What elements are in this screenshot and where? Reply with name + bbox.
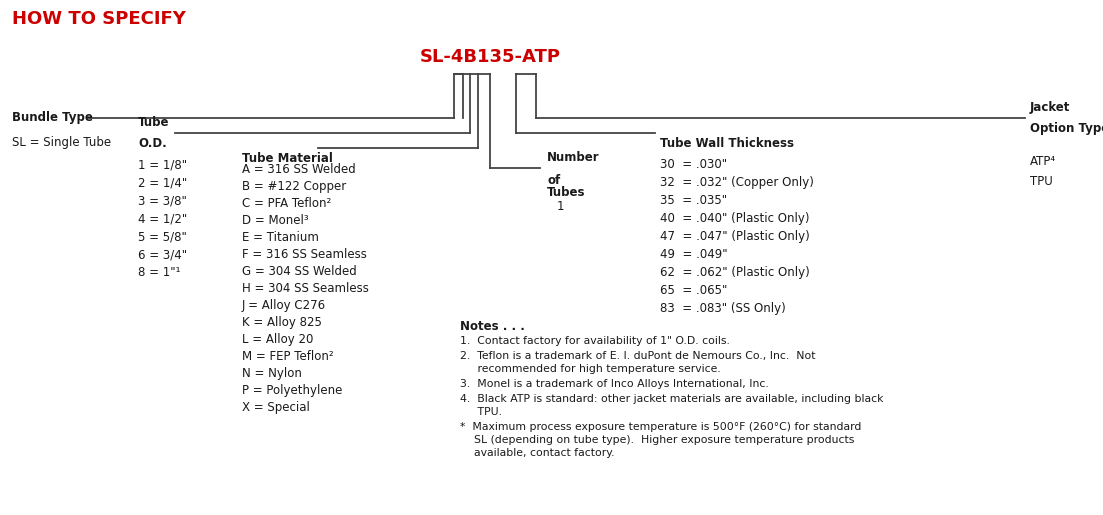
Text: recommended for high temperature service.: recommended for high temperature service… xyxy=(460,364,720,374)
Text: *  Maximum process exposure temperature is 500°F (260°C) for standard: * Maximum process exposure temperature i… xyxy=(460,422,861,432)
Text: HOW TO SPECIFY: HOW TO SPECIFY xyxy=(12,10,186,28)
Text: D = Monel³: D = Monel³ xyxy=(242,214,309,227)
Text: 30  = .030": 30 = .030" xyxy=(660,158,727,171)
Text: C = PFA Teflon²: C = PFA Teflon² xyxy=(242,197,331,210)
Text: SL = Single Tube: SL = Single Tube xyxy=(12,136,111,149)
Text: 3.  Monel is a trademark of Inco Alloys International, Inc.: 3. Monel is a trademark of Inco Alloys I… xyxy=(460,379,769,389)
Text: P = Polyethylene: P = Polyethylene xyxy=(242,384,342,397)
Text: TPU: TPU xyxy=(1030,175,1052,188)
Text: 5 = 5/8": 5 = 5/8" xyxy=(138,230,186,243)
Text: TPU.: TPU. xyxy=(460,407,502,417)
Text: 32  = .032" (Copper Only): 32 = .032" (Copper Only) xyxy=(660,176,814,189)
Text: 65  = .065": 65 = .065" xyxy=(660,284,727,297)
Text: 2.  Teflon is a trademark of E. I. duPont de Nemours Co., Inc.  Not: 2. Teflon is a trademark of E. I. duPont… xyxy=(460,351,815,361)
Text: 1.  Contact factory for availability of 1" O.D. coils.: 1. Contact factory for availability of 1… xyxy=(460,336,730,346)
Text: N = Nylon: N = Nylon xyxy=(242,367,302,380)
Text: A = 316 SS Welded: A = 316 SS Welded xyxy=(242,163,356,176)
Text: 2 = 1/4": 2 = 1/4" xyxy=(138,176,188,189)
Text: E = Titanium: E = Titanium xyxy=(242,231,319,244)
Text: Jacket: Jacket xyxy=(1030,101,1070,114)
Text: 1: 1 xyxy=(557,200,565,213)
Text: available, contact factory.: available, contact factory. xyxy=(460,448,614,458)
Text: 4.  Black ATP is standard: other jacket materials are available, including black: 4. Black ATP is standard: other jacket m… xyxy=(460,394,884,404)
Text: 83  = .083" (SS Only): 83 = .083" (SS Only) xyxy=(660,302,785,315)
Text: K = Alloy 825: K = Alloy 825 xyxy=(242,316,322,329)
Text: 35  = .035": 35 = .035" xyxy=(660,194,727,207)
Text: 6 = 3/4": 6 = 3/4" xyxy=(138,248,188,261)
Text: SL (depending on tube type).  Higher exposure temperature products: SL (depending on tube type). Higher expo… xyxy=(460,435,855,445)
Text: L = Alloy 20: L = Alloy 20 xyxy=(242,333,313,346)
Text: 40  = .040" (Plastic Only): 40 = .040" (Plastic Only) xyxy=(660,212,810,225)
Text: Tubes: Tubes xyxy=(547,186,586,199)
Text: ATP⁴: ATP⁴ xyxy=(1030,155,1057,168)
Text: M = FEP Teflon²: M = FEP Teflon² xyxy=(242,350,333,363)
Text: 3 = 3/8": 3 = 3/8" xyxy=(138,194,186,207)
Text: Notes . . .: Notes . . . xyxy=(460,320,525,333)
Text: 49  = .049": 49 = .049" xyxy=(660,248,728,261)
Text: Number: Number xyxy=(547,151,600,164)
Text: of: of xyxy=(547,174,560,187)
Text: J = Alloy C276: J = Alloy C276 xyxy=(242,299,326,312)
Text: X = Special: X = Special xyxy=(242,401,310,414)
Text: 1 = 1/8": 1 = 1/8" xyxy=(138,158,188,171)
Text: Tube: Tube xyxy=(138,116,170,129)
Text: O.D.: O.D. xyxy=(138,137,167,150)
Text: 4 = 1/2": 4 = 1/2" xyxy=(138,212,188,225)
Text: 47  = .047" (Plastic Only): 47 = .047" (Plastic Only) xyxy=(660,230,810,243)
Text: 8 = 1"¹: 8 = 1"¹ xyxy=(138,266,181,279)
Text: 62  = .062" (Plastic Only): 62 = .062" (Plastic Only) xyxy=(660,266,810,279)
Text: Bundle Type: Bundle Type xyxy=(12,112,93,125)
Text: H = 304 SS Seamless: H = 304 SS Seamless xyxy=(242,282,368,295)
Text: Tube Material: Tube Material xyxy=(242,152,333,165)
Text: Option Type: Option Type xyxy=(1030,122,1103,135)
Text: B = #122 Copper: B = #122 Copper xyxy=(242,180,346,193)
Text: G = 304 SS Welded: G = 304 SS Welded xyxy=(242,265,356,278)
Text: F = 316 SS Seamless: F = 316 SS Seamless xyxy=(242,248,367,261)
Text: SL-4B135-ATP: SL-4B135-ATP xyxy=(419,48,560,66)
Text: Tube Wall Thickness: Tube Wall Thickness xyxy=(660,137,794,150)
